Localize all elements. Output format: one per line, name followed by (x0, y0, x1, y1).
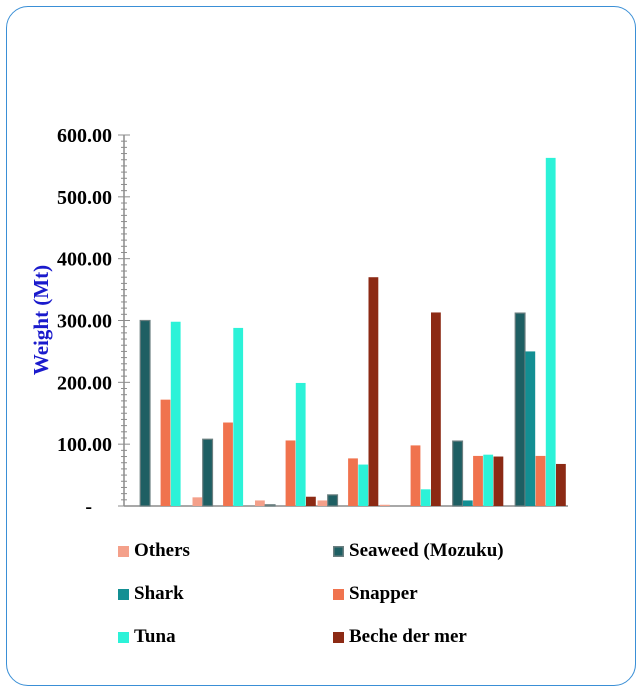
legend-swatch (118, 631, 129, 643)
y-tick-label: 100.00 (57, 434, 112, 456)
bar-tuna (295, 382, 306, 506)
y-tick-label: 300.00 (57, 311, 112, 333)
legend-item: Tuna (118, 626, 176, 648)
legend-item: Snapper (333, 583, 418, 605)
bar-others (380, 504, 390, 506)
y-tick-label: 400.00 (57, 249, 112, 271)
bar-shark (462, 500, 473, 506)
legend-swatch (333, 545, 344, 557)
bar-tuna (233, 327, 244, 506)
y-axis-title: Weight (Mt) (29, 265, 53, 375)
legend-label: Others (134, 540, 190, 561)
legend-label: Seaweed (Mozuku) (349, 540, 504, 561)
bar-tuna (358, 464, 369, 506)
legend-swatch (118, 588, 129, 600)
bar-beche-der-mer (493, 456, 504, 506)
bar-snapper (285, 440, 296, 506)
legend-item: Shark (118, 583, 184, 605)
bar-tuna (420, 489, 431, 506)
bar-seaweed-mozuku (514, 312, 526, 507)
bar-beche-der-mer (368, 277, 379, 506)
bar-beche-der-mer (306, 496, 316, 506)
bar-seaweed-mozuku (452, 440, 464, 507)
legend-swatch (333, 588, 344, 600)
bar-others (255, 500, 265, 506)
bar-tuna (483, 454, 494, 506)
bar-tuna (545, 157, 556, 506)
y-tick-label: - (85, 496, 92, 518)
legend-swatch (333, 631, 344, 643)
legend-label: Beche der mer (349, 626, 467, 647)
bar-snapper (535, 455, 546, 506)
bar-others (192, 497, 203, 506)
bar-beche-der-mer (431, 312, 441, 506)
bar-shark (525, 351, 536, 506)
y-tick-label: 600.00 (57, 125, 112, 147)
chart-plot: - 100.00 200.00 300.00 400.00 500.00 600.00 We… (29, 125, 568, 518)
bar-snapper (410, 445, 421, 506)
bar-snapper (223, 422, 233, 506)
y-tick-label: 500.00 (57, 187, 112, 209)
y-tick-label: 200.00 (57, 372, 112, 394)
bar-seaweed-mozuku (139, 319, 151, 507)
bar-snapper (160, 399, 171, 506)
bar-seaweed-mozuku (327, 494, 339, 507)
legend-item: Seaweed (Mozuku) (333, 540, 504, 562)
legend-label: Shark (134, 583, 184, 604)
bar-snapper (473, 455, 483, 506)
bar-snapper (348, 458, 358, 506)
bar-tuna (170, 321, 181, 506)
legend-item: Others (118, 540, 190, 562)
bars (139, 157, 566, 507)
legend-item: Beche der mer (333, 626, 467, 648)
bar-seaweed-mozuku (202, 438, 214, 507)
legend-label: Snapper (349, 583, 418, 604)
legend-label: Tuna (134, 626, 176, 647)
bar-others (317, 500, 328, 506)
bar-beche-der-mer (556, 463, 566, 506)
legend-swatch (118, 545, 129, 557)
bar-seaweed-mozuku (264, 504, 276, 507)
chart-frame (6, 6, 636, 686)
